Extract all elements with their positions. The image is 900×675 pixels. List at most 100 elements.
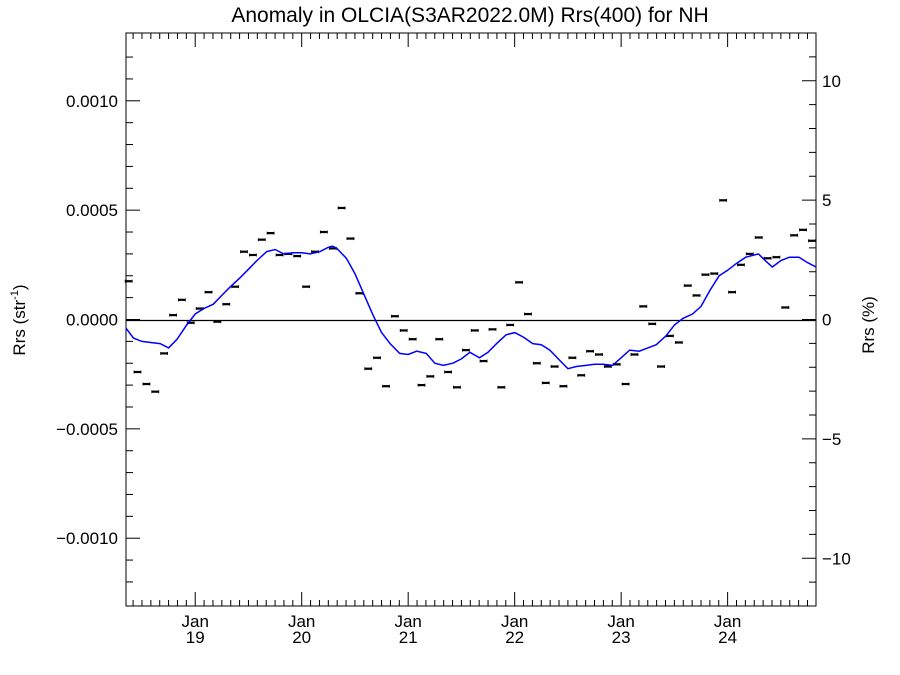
monthly-anomaly-point [657, 365, 665, 369]
monthly-anomaly-point [497, 385, 506, 389]
monthly-anomaly-point [728, 290, 736, 294]
left-tick-label: −0.0005 [56, 420, 118, 439]
monthly-anomaly-point [240, 250, 248, 254]
monthly-anomaly-point [346, 237, 355, 241]
monthly-anomaly-point [257, 238, 266, 242]
right-tick-label: 10 [822, 72, 841, 91]
monthly-anomaly-point [426, 374, 435, 378]
monthly-anomaly-point [790, 233, 799, 237]
monthly-anomaly-point [621, 382, 630, 386]
monthly-anomaly-point [204, 290, 213, 294]
right-tick-label: 5 [822, 191, 831, 210]
right-tick-label: −5 [822, 430, 841, 449]
monthly-anomaly-point [515, 280, 524, 284]
monthly-anomaly-point [373, 356, 381, 360]
monthly-anomaly-point [674, 340, 683, 344]
x-tick-year-label: 22 [505, 628, 524, 647]
y-axis-label-left: Rrs (str-1) [9, 284, 29, 355]
monthly-anomaly-point [781, 305, 790, 309]
monthly-anomaly-point [151, 390, 160, 394]
monthly-anomaly-point [364, 367, 373, 371]
monthly-anomaly-point [417, 383, 426, 387]
monthly-anomaly-point [586, 349, 594, 353]
chart-title: Anomaly in OLCIA(S3AR2022.0M) Rrs(400) f… [231, 4, 708, 27]
series-layer [124, 198, 817, 394]
monthly-anomaly-point [550, 365, 559, 369]
y-axis-label-left-close: ) [10, 284, 29, 290]
right-tick-label: −10 [822, 549, 851, 568]
monthly-anomaly-point [142, 382, 151, 386]
right-tick-label: 0 [822, 311, 831, 330]
monthly-anomaly-point [754, 235, 763, 239]
monthly-anomaly-point [719, 198, 728, 202]
monthly-anomaly-point [435, 337, 444, 341]
x-tick-month-label: Jan [714, 612, 741, 631]
monthly-anomaly-point [799, 228, 807, 232]
x-tick-month-label: Jan [501, 612, 528, 631]
x-tick-year-label: 23 [612, 628, 631, 647]
monthly-anomaly-point [683, 284, 692, 288]
right-axis-ticks: 10 5 0 −5 −10 [802, 56, 851, 583]
monthly-anomaly-point [293, 254, 302, 258]
x-tick-year-label: 21 [399, 628, 418, 647]
monthly-anomaly-point [772, 255, 781, 259]
monthly-anomaly-point [568, 356, 577, 360]
monthly-anomaly-point [382, 384, 390, 388]
monthly-anomaly-point [178, 298, 186, 302]
monthly-anomaly-point [577, 373, 586, 377]
plot-frame [125, 32, 817, 607]
monthly-anomaly-point [710, 272, 719, 276]
left-tick-label: 0.0000 [66, 311, 118, 330]
monthly-anomaly-point [541, 381, 550, 385]
x-tick-year-label: 24 [718, 628, 737, 647]
monthly-anomaly-point [408, 337, 417, 341]
monthly-anomaly-point [630, 352, 639, 356]
monthly-anomaly-point [808, 239, 816, 243]
monthly-anomaly-point [648, 322, 657, 326]
monthly-anomaly-point [133, 370, 142, 374]
monthly-anomaly-point [444, 370, 453, 374]
left-tick-label: 0.0010 [66, 92, 118, 111]
monthly-anomaly-point [470, 328, 479, 332]
monthly-anomaly-point [506, 323, 515, 327]
monthly-anomaly-point [302, 285, 311, 289]
monthly-anomaly-point [763, 256, 772, 260]
monthly-anomaly-point [559, 384, 568, 388]
monthly-anomaly-point [461, 348, 470, 352]
monthly-anomaly-point [524, 312, 532, 316]
x-tick-year-label: 19 [186, 628, 205, 647]
monthly-anomaly-point [160, 351, 169, 355]
left-tick-label: −0.0010 [56, 529, 118, 548]
x-tick-year-label: 20 [292, 628, 311, 647]
left-axis-ticks: 0.0010 0.0005 0.0000 −0.0005 −0.0010 [56, 56, 140, 583]
y-axis-label-right: Rrs (%) [859, 296, 878, 354]
monthly-anomaly-point [222, 302, 231, 306]
monthly-anomaly-point [737, 263, 745, 267]
x-tick-month-label: Jan [288, 612, 315, 631]
monthly-anomaly-point [390, 314, 399, 318]
monthly-anomaly-point [532, 361, 541, 365]
monthly-anomaly-point [266, 231, 275, 235]
monthly-anomaly-point [231, 285, 240, 289]
monthly-anomaly-point [479, 359, 488, 363]
monthly-anomaly-point [639, 304, 648, 308]
monthly-anomaly-point [595, 352, 603, 356]
monthly-anomaly-point [275, 253, 284, 257]
y-axis-label-left-sup: -1 [9, 290, 21, 300]
left-tick-label: 0.0005 [66, 201, 118, 220]
monthly-anomaly-point [488, 327, 497, 331]
monthly-anomaly-point [319, 230, 328, 234]
monthly-anomaly-point [701, 273, 710, 277]
monthly-anomaly-point [453, 385, 461, 389]
monthly-anomaly-point [692, 293, 701, 297]
x-tick-month-label: Jan [607, 612, 634, 631]
monthly-anomaly-point [399, 328, 408, 332]
monthly-anomaly-point [249, 253, 257, 257]
monthly-anomaly-point [213, 320, 222, 324]
x-tick-month-label: Jan [182, 612, 209, 631]
x-tick-month-label: Jan [394, 612, 421, 631]
monthly-anomaly-point [337, 206, 346, 210]
smoothed-anomaly-line [125, 245, 817, 370]
